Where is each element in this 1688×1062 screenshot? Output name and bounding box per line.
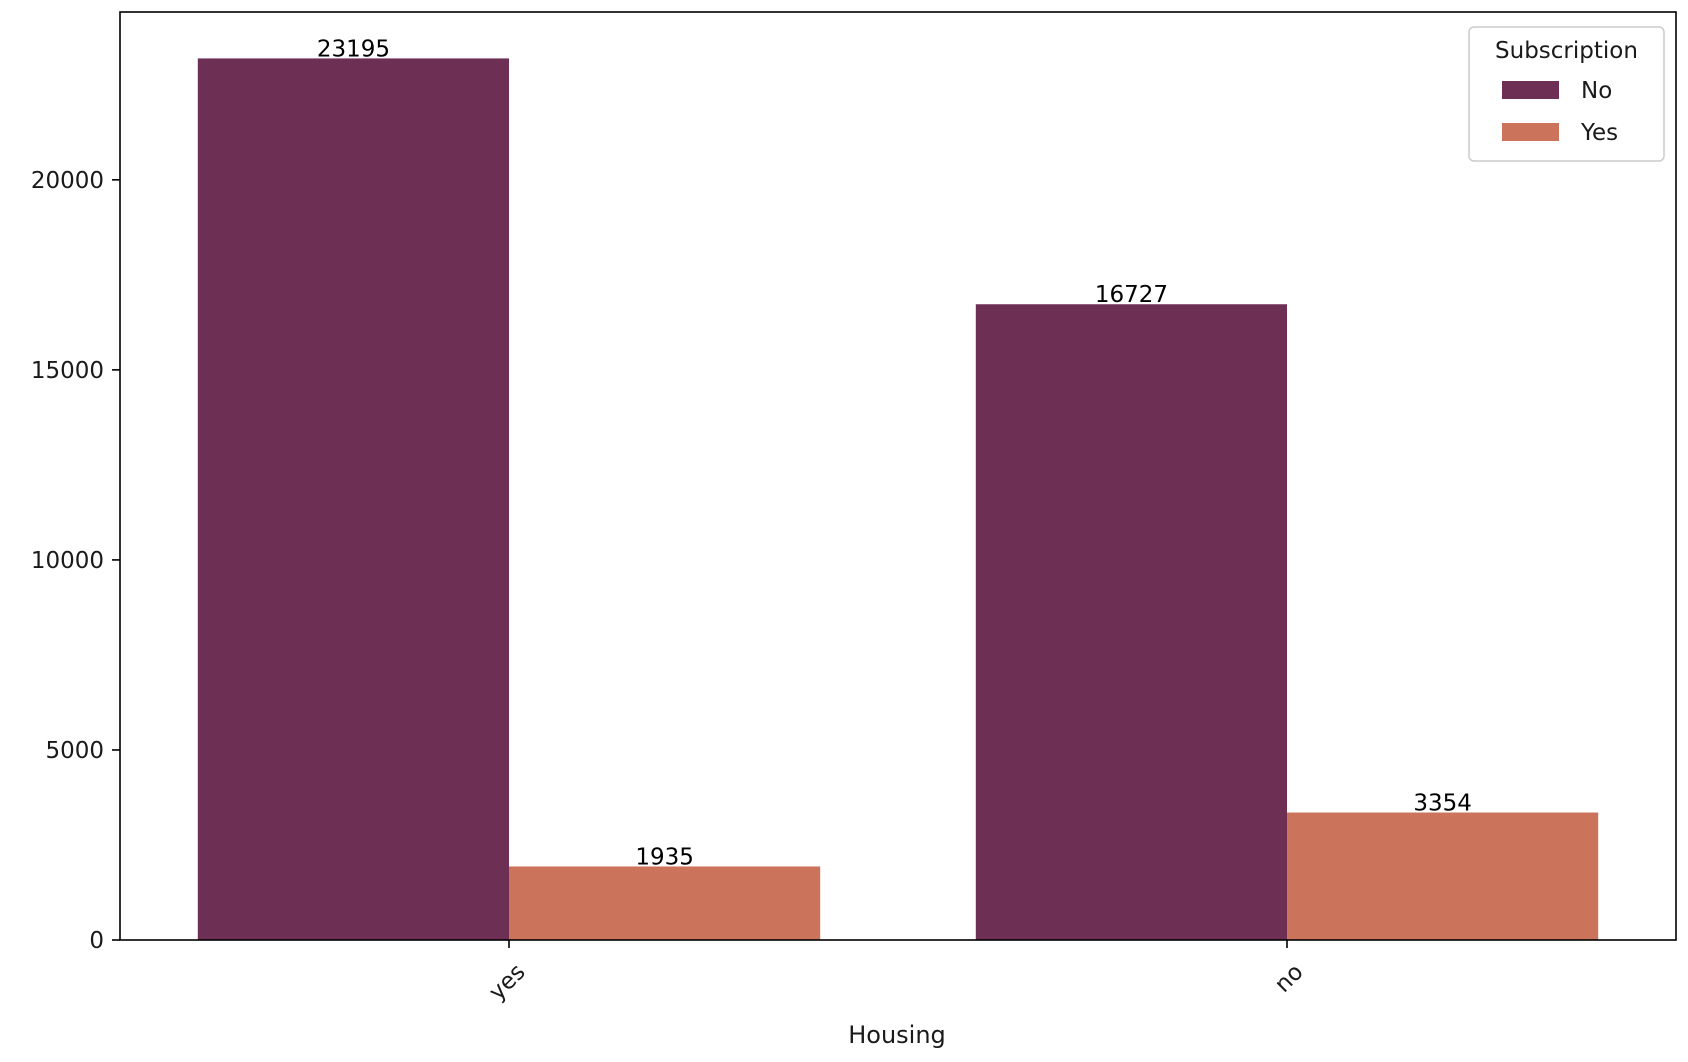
data-label-yes-yes: 1935 [635,844,694,870]
y-tick-label: 20000 [31,168,104,194]
legend: Subscription No Yes [1468,26,1665,162]
bar-yes-no [197,58,510,941]
y-tick-label: 5000 [45,738,104,764]
x-tick-label-yes: yes [484,959,530,1005]
data-labels-layer: 23195 1935 16727 3354 [317,36,1472,870]
legend-label-no: No [1581,78,1612,104]
y-tick-label: 15000 [31,358,104,384]
bar-no-no [975,304,1287,941]
legend-title: Subscription [1495,38,1638,64]
bars-layer [197,58,1599,941]
plot-frame [119,11,1677,941]
bar-no-yes [1287,812,1599,940]
x-tick-label-no: no [1270,959,1309,998]
data-label-no-yes: 3354 [1413,791,1472,817]
data-label-yes-no: 23195 [317,36,390,62]
x-axis-label: Housing [848,1021,946,1049]
legend-label-yes: Yes [1580,120,1618,146]
data-label-no-no: 16727 [1095,282,1168,308]
y-tick-label: 10000 [31,548,104,574]
legend-swatch-yes [1502,123,1559,141]
legend-swatch-no [1502,81,1559,99]
y-tick-label: 0 [89,928,104,954]
bar-yes-yes [509,866,821,940]
